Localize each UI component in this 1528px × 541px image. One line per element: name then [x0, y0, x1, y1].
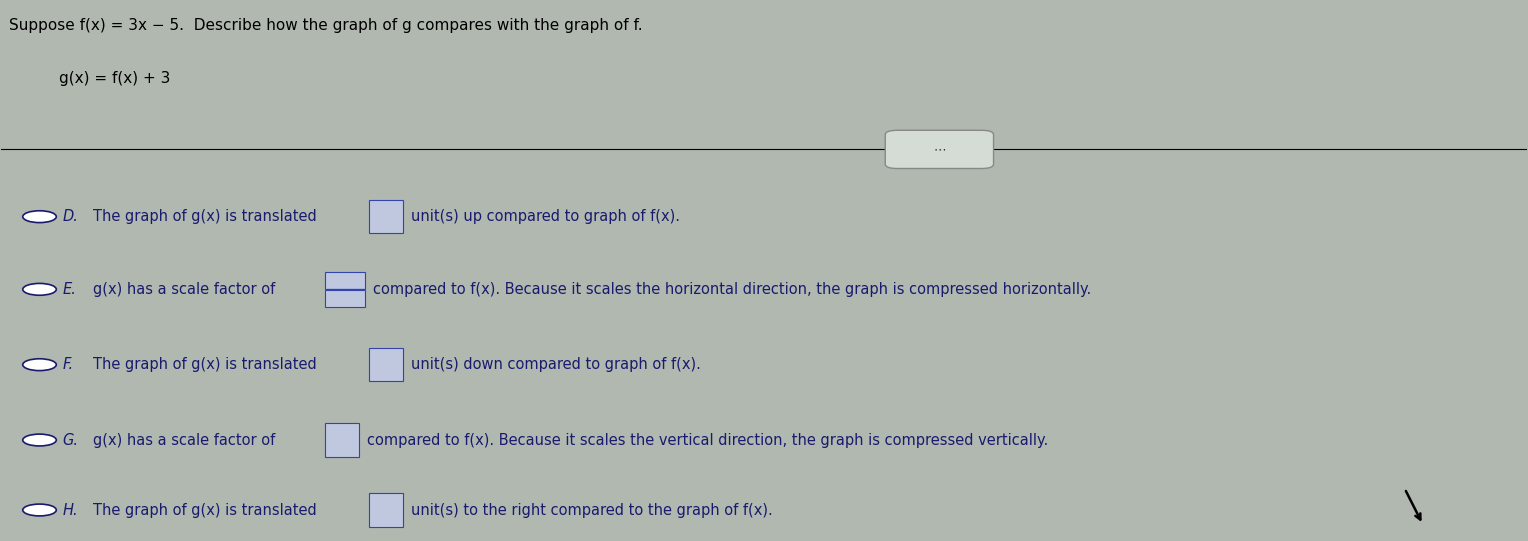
- Text: g(x) = f(x) + 3: g(x) = f(x) + 3: [60, 71, 171, 87]
- Text: compared to f(x). Because it scales the vertical direction, the graph is compres: compared to f(x). Because it scales the …: [367, 433, 1048, 447]
- Text: D.: D.: [63, 209, 78, 224]
- Text: E.: E.: [63, 282, 76, 297]
- FancyBboxPatch shape: [325, 424, 359, 457]
- FancyBboxPatch shape: [370, 200, 403, 233]
- Text: The graph of g(x) is translated: The graph of g(x) is translated: [93, 503, 316, 518]
- FancyBboxPatch shape: [325, 290, 365, 307]
- Text: The graph of g(x) is translated: The graph of g(x) is translated: [93, 209, 316, 224]
- Text: The graph of g(x) is translated: The graph of g(x) is translated: [93, 357, 316, 372]
- FancyBboxPatch shape: [370, 348, 403, 381]
- Circle shape: [23, 283, 57, 295]
- Circle shape: [23, 434, 57, 446]
- Circle shape: [23, 504, 57, 516]
- Text: unit(s) up compared to graph of f(x).: unit(s) up compared to graph of f(x).: [411, 209, 680, 224]
- Text: G.: G.: [63, 433, 78, 447]
- FancyBboxPatch shape: [325, 272, 365, 289]
- Circle shape: [23, 211, 57, 222]
- Text: unit(s) to the right compared to the graph of f(x).: unit(s) to the right compared to the gra…: [411, 503, 772, 518]
- Circle shape: [23, 359, 57, 371]
- Text: unit(s) down compared to graph of f(x).: unit(s) down compared to graph of f(x).: [411, 357, 700, 372]
- FancyBboxPatch shape: [885, 130, 993, 168]
- Text: ⋯: ⋯: [934, 143, 946, 156]
- Text: g(x) has a scale factor of: g(x) has a scale factor of: [93, 433, 275, 447]
- Text: Suppose f(x) = 3x − 5.  Describe how the graph of g compares with the graph of f: Suppose f(x) = 3x − 5. Describe how the …: [9, 17, 643, 32]
- Text: F.: F.: [63, 357, 73, 372]
- FancyBboxPatch shape: [370, 493, 403, 527]
- Text: g(x) has a scale factor of: g(x) has a scale factor of: [93, 282, 275, 297]
- Text: compared to f(x). Because it scales the horizontal direction, the graph is compr: compared to f(x). Because it scales the …: [373, 282, 1091, 297]
- Text: H.: H.: [63, 503, 78, 518]
